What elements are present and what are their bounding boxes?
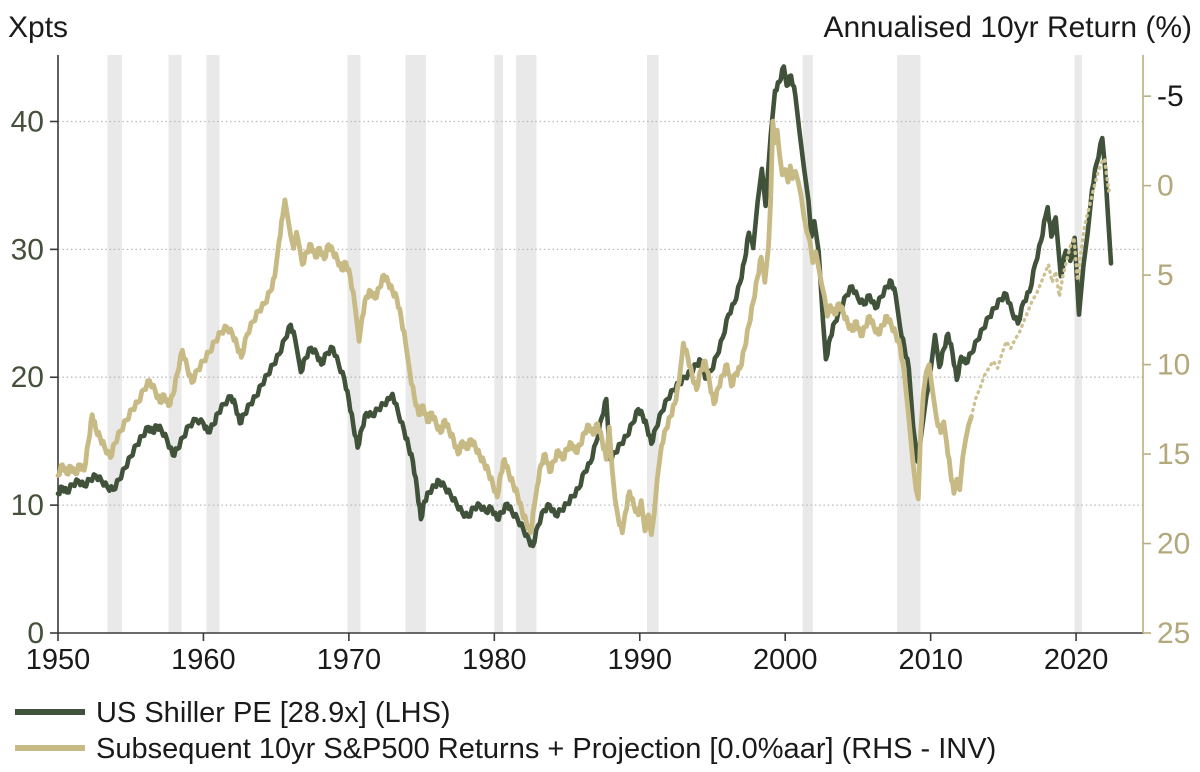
- legend-label-shiller-pe: US Shiller PE [28.9x] (LHS): [96, 697, 451, 729]
- right-axis-title: Annualised 10yr Return (%): [823, 11, 1192, 44]
- x-tick-label: 1990: [608, 644, 673, 676]
- right-tick-label: -5: [1157, 80, 1184, 113]
- x-tick-label: 1960: [171, 644, 236, 676]
- recession-band: [168, 55, 182, 633]
- left-axis-title: Xpts: [8, 11, 68, 44]
- right-tick-label: 10: [1157, 349, 1190, 382]
- right-tick-label: 25: [1157, 617, 1190, 650]
- x-tick-label: 2020: [1044, 644, 1109, 676]
- axes: [57, 55, 1144, 634]
- recession-band: [516, 55, 537, 633]
- series-returns-line: [55, 118, 974, 537]
- legend: US Shiller PE [28.9x] (LHS) Subsequent 1…: [15, 697, 996, 765]
- x-tick-label: 1970: [317, 644, 382, 676]
- recession-band: [347, 55, 361, 633]
- x-tick-label: 1950: [26, 644, 91, 676]
- x-tick-label: 2000: [753, 644, 818, 676]
- x-tick-label: 2010: [898, 644, 963, 676]
- data-series: [55, 64, 1114, 549]
- gridlines: [58, 120, 1143, 506]
- x-tick-label: 1980: [462, 644, 527, 676]
- right-tick-label: 5: [1157, 259, 1174, 292]
- left-tick-label: 0: [27, 617, 44, 650]
- legend-label-returns: Subsequent 10yr S&P500 Returns + Project…: [96, 733, 996, 765]
- recession-band: [802, 55, 813, 633]
- right-tick-label: 20: [1157, 528, 1190, 561]
- left-tick-label: 10: [11, 489, 44, 522]
- left-tick-label: 40: [11, 106, 44, 139]
- recession-band: [647, 55, 659, 633]
- left-tick-label: 30: [11, 233, 44, 266]
- left-tick-label: 20: [11, 361, 44, 394]
- recession-band: [494, 55, 503, 633]
- recession-band: [107, 55, 122, 633]
- right-tick-label: 0: [1157, 170, 1174, 203]
- recession-band: [405, 55, 426, 633]
- axis-ticks: [50, 95, 1151, 641]
- recession-band: [1074, 55, 1082, 633]
- right-tick-label: 15: [1157, 438, 1190, 471]
- series-returns-projection-line: [969, 157, 1113, 419]
